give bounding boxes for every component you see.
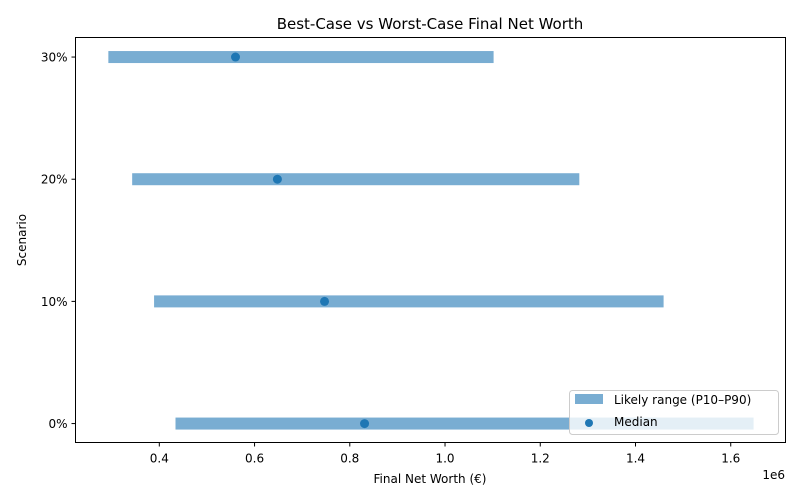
legend-box bbox=[569, 390, 779, 435]
x-tick-label: 0.4 bbox=[150, 452, 169, 466]
x-tick-label: 1.4 bbox=[626, 452, 645, 466]
median-point bbox=[272, 174, 282, 184]
median-point bbox=[231, 52, 240, 62]
x-tick-label: 1.0 bbox=[435, 452, 454, 466]
legend-label-median: Median bbox=[614, 415, 658, 429]
x-offset-label: 1e6 bbox=[762, 468, 785, 482]
range-bar bbox=[132, 173, 580, 186]
legend-label-range: Likely range (P10–P90) bbox=[614, 393, 751, 407]
y-axis-label: Scenario bbox=[15, 214, 29, 266]
x-tick-label: 0.8 bbox=[340, 452, 359, 466]
x-tick-label: 1.2 bbox=[531, 452, 550, 466]
y-tick-label: 30% bbox=[41, 51, 68, 65]
y-tick-label: 10% bbox=[41, 295, 68, 309]
range-bar bbox=[108, 51, 494, 64]
x-tick-label: 0.6 bbox=[245, 452, 264, 466]
range-bar bbox=[154, 295, 664, 308]
legend-swatch-range bbox=[575, 394, 603, 404]
y-tick-label: 20% bbox=[41, 173, 68, 187]
chart-title: Best-Case vs Worst-Case Final Net Worth bbox=[277, 15, 584, 33]
median-point bbox=[360, 419, 370, 429]
x-axis-label: Final Net Worth (€) bbox=[374, 472, 487, 486]
x-tick-label: 1.6 bbox=[721, 452, 740, 466]
y-tick-label: 0% bbox=[48, 417, 67, 431]
legend-marker-median bbox=[585, 419, 593, 427]
legend: Likely range (P10–P90) Median bbox=[569, 390, 779, 435]
median-point bbox=[320, 296, 330, 306]
plot-frame bbox=[75, 37, 786, 443]
